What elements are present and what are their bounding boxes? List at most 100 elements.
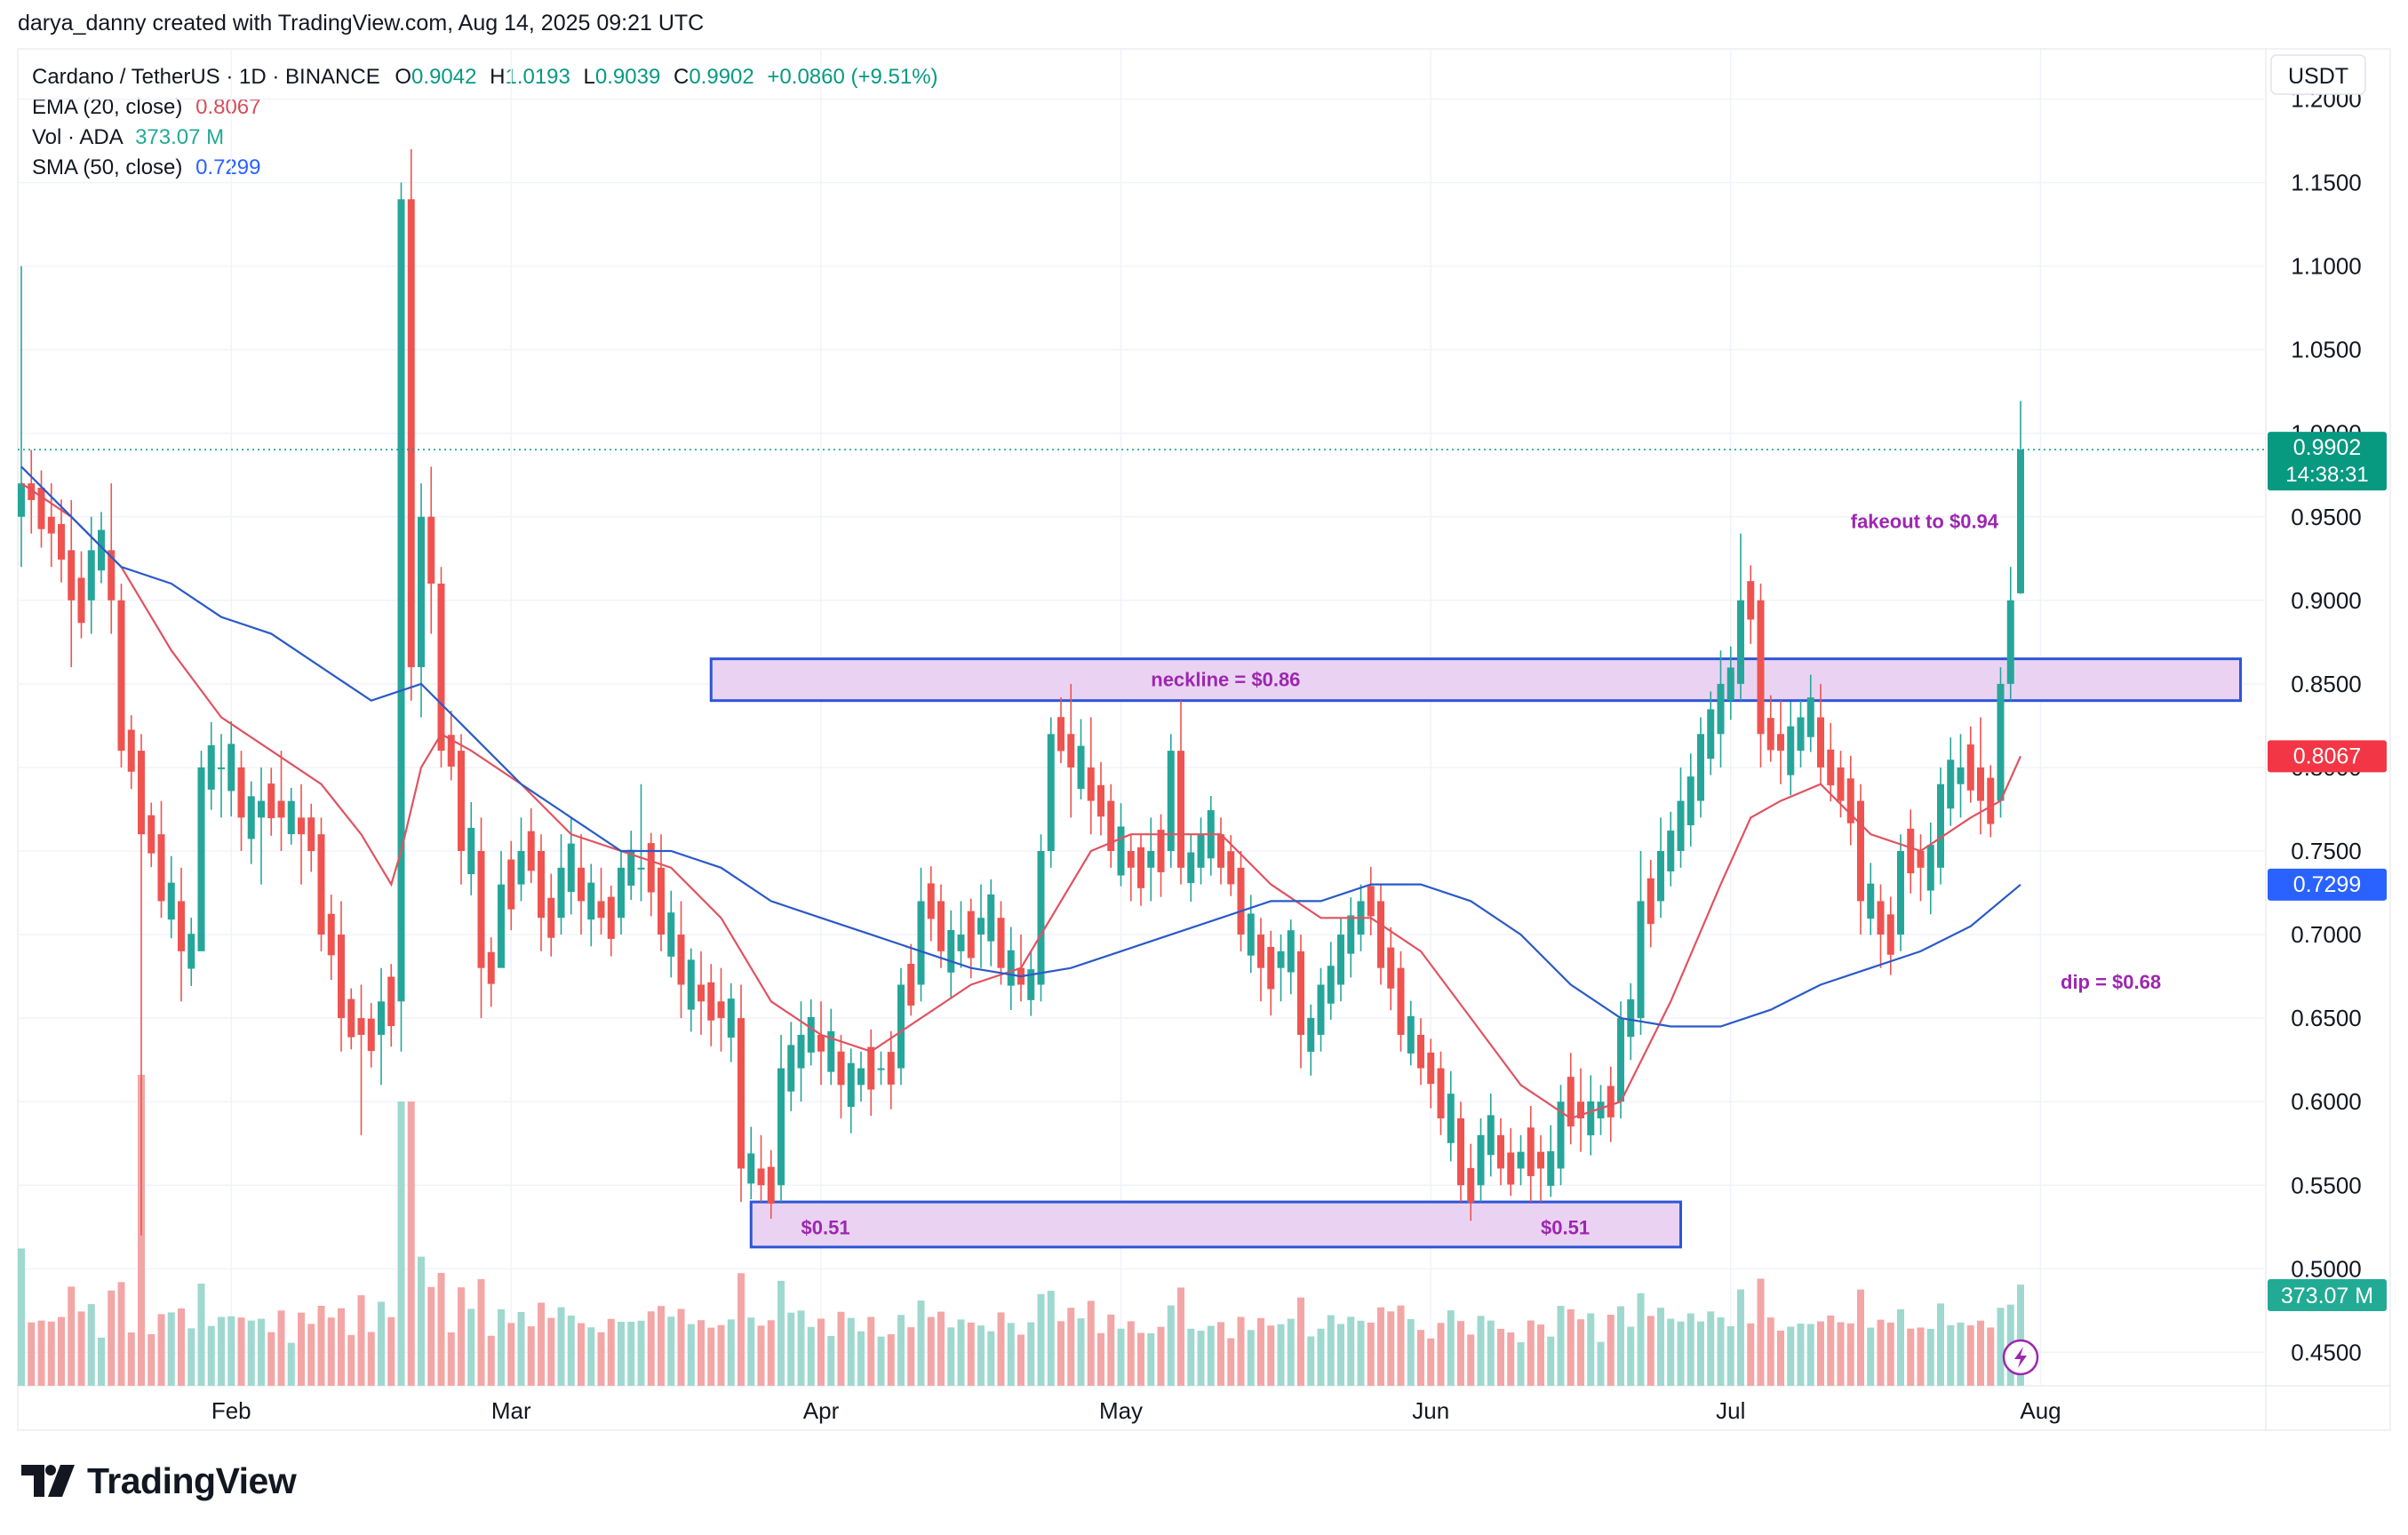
candle-body[interactable]: [937, 901, 945, 951]
candle-body[interactable]: [1766, 718, 1774, 751]
candle-body[interactable]: [1077, 745, 1085, 790]
candle-body[interactable]: [87, 550, 95, 600]
candle-body[interactable]: [1497, 1134, 1504, 1169]
candle-body[interactable]: [68, 550, 76, 600]
candle-body[interactable]: [1267, 946, 1275, 990]
candle-body[interactable]: [1417, 1034, 1424, 1069]
candle-body[interactable]: [857, 1068, 865, 1086]
candle-body[interactable]: [378, 1001, 385, 1035]
candle-body[interactable]: [1367, 886, 1375, 917]
candle-body[interactable]: [1287, 930, 1295, 973]
candle-body[interactable]: [618, 867, 625, 919]
candle-body[interactable]: [1926, 845, 1934, 891]
candle-body[interactable]: [77, 577, 85, 624]
candle-body[interactable]: [557, 867, 565, 919]
candle-body[interactable]: [258, 800, 265, 818]
candle-body[interactable]: [397, 199, 405, 1002]
candle-body[interactable]: [1677, 800, 1685, 851]
candle-body[interactable]: [1217, 834, 1224, 868]
candle-body[interactable]: [1147, 851, 1155, 868]
legend-sma-row[interactable]: SMA (50, close) 0.7299: [32, 153, 938, 183]
candle-body[interactable]: [1647, 878, 1655, 925]
candle-body[interactable]: [967, 911, 975, 958]
candle-body[interactable]: [1817, 717, 1824, 768]
candle-body[interactable]: [1227, 851, 1235, 885]
candle-body[interactable]: [338, 935, 345, 1019]
candle-body[interactable]: [1317, 984, 1325, 1035]
candle-body[interactable]: [47, 516, 55, 534]
candle-body[interactable]: [108, 550, 116, 600]
candle-body[interactable]: [1567, 1077, 1575, 1127]
candle-body[interactable]: [1757, 600, 1765, 735]
candle-body[interactable]: [957, 935, 965, 951]
symbol-name[interactable]: Cardano / TetherUS · 1D · BINANCE: [32, 65, 380, 89]
candle-body[interactable]: [1907, 828, 1915, 874]
candle-body[interactable]: [387, 976, 395, 1027]
candle-body[interactable]: [1507, 1152, 1515, 1185]
candle-body[interactable]: [507, 859, 515, 910]
candle-body[interactable]: [1977, 767, 1984, 801]
candle-body[interactable]: [1517, 1151, 1525, 1169]
candle-body[interactable]: [458, 751, 465, 851]
candle-body[interactable]: [267, 783, 275, 819]
candle-body[interactable]: [1737, 600, 1744, 684]
candle-body[interactable]: [1827, 749, 1835, 786]
candle-body[interactable]: [527, 831, 535, 871]
candle-body[interactable]: [1987, 777, 1995, 824]
candle-body[interactable]: [1547, 1150, 1555, 1186]
candle-body[interactable]: [347, 998, 355, 1038]
candle-body[interactable]: [1806, 697, 1814, 737]
candle-body[interactable]: [1127, 851, 1135, 868]
candle-body[interactable]: [1587, 1101, 1595, 1136]
candle-body[interactable]: [777, 1068, 785, 1186]
candle-body[interactable]: [837, 1051, 845, 1086]
candle-body[interactable]: [767, 1166, 775, 1204]
candle-body[interactable]: [317, 834, 325, 935]
candle-body[interactable]: [1597, 1102, 1605, 1118]
candle-body[interactable]: [587, 882, 595, 920]
candle-body[interactable]: [1157, 830, 1165, 872]
candle-body[interactable]: [197, 767, 205, 951]
candle-body[interactable]: [467, 827, 475, 875]
candle-body[interactable]: [447, 735, 455, 767]
candle-body[interactable]: [1637, 901, 1645, 1019]
candle-body[interactable]: [827, 1030, 835, 1072]
candle-body[interactable]: [877, 1068, 885, 1070]
legend-volume-row[interactable]: Vol · ADA 373.07 M: [32, 123, 938, 153]
candle-body[interactable]: [1307, 1017, 1315, 1053]
candle-body[interactable]: [517, 851, 525, 885]
candle-body[interactable]: [367, 1018, 375, 1052]
candle-body[interactable]: [1707, 709, 1715, 760]
candle-body[interactable]: [1577, 1102, 1584, 1118]
candle-body[interactable]: [1937, 783, 1944, 868]
candle-body[interactable]: [1627, 999, 1635, 1038]
candle-body[interactable]: [1087, 767, 1095, 801]
candle-body[interactable]: [178, 901, 185, 951]
candle-body[interactable]: [1037, 851, 1045, 985]
candle-body[interactable]: [1297, 950, 1304, 1035]
candle-body[interactable]: [1477, 1134, 1485, 1186]
neckline-zone[interactable]: [709, 657, 2242, 703]
candle-body[interactable]: [1487, 1115, 1495, 1156]
candle-body[interactable]: [757, 1168, 765, 1186]
candle-body[interactable]: [1137, 847, 1144, 888]
candle-body[interactable]: [1067, 734, 1075, 768]
candle-body[interactable]: [1797, 717, 1805, 752]
candle-body[interactable]: [1697, 734, 1704, 801]
candle-body[interactable]: [477, 851, 485, 968]
candle-body[interactable]: [117, 600, 125, 752]
candle-body[interactable]: [1777, 734, 1784, 752]
candle-body[interactable]: [298, 817, 305, 835]
candle-body[interactable]: [977, 918, 985, 935]
candle-body[interactable]: [1327, 966, 1335, 1004]
candle-body[interactable]: [167, 882, 175, 920]
candle-body[interactable]: [1787, 726, 1795, 775]
candle-body[interactable]: [287, 800, 295, 835]
support-zone[interactable]: [749, 1200, 1682, 1249]
candle-body[interactable]: [1947, 760, 1955, 809]
candle-body[interactable]: [1747, 581, 1755, 620]
candle-body[interactable]: [277, 800, 285, 818]
candle-body[interactable]: [418, 516, 425, 668]
candle-body[interactable]: [627, 849, 635, 886]
candle-body[interactable]: [727, 998, 735, 1038]
